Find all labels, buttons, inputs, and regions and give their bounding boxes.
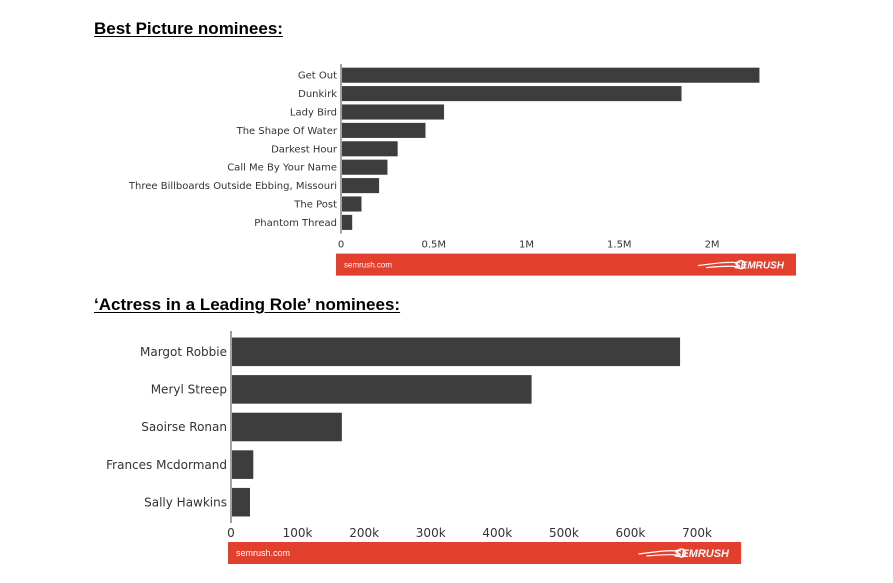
- x-tick-label-1m: 1M: [519, 240, 534, 251]
- footer-url: semrush.com: [236, 548, 290, 558]
- x-tick-label-400k: 400k: [482, 526, 512, 540]
- bar-lady-bird: [342, 104, 445, 120]
- x-tick-label-2m: 2M: [705, 240, 720, 251]
- x-tick-label-0-5m: 0.5M: [422, 240, 447, 251]
- x-tick-label-700k: 700k: [682, 526, 712, 540]
- bar-the-post: [342, 196, 362, 212]
- category-label-meryl-streep: Meryl Streep: [151, 383, 227, 397]
- category-label-saoirse-ronan: Saoirse Ronan: [141, 420, 227, 434]
- category-label-three-billboards-outside-ebbing-missouri: Three Billboards Outside Ebbing, Missour…: [128, 181, 337, 192]
- bar-darkest-hour: [342, 141, 398, 157]
- category-label-the-post: The Post: [293, 200, 337, 211]
- category-label-call-me-by-your-name: Call Me By Your Name: [227, 163, 337, 174]
- category-label-darkest-hour: Darkest Hour: [271, 144, 338, 155]
- x-tick-label-0: 0: [338, 240, 344, 251]
- semrush-flame-icon: [638, 548, 687, 558]
- bar-the-shape-of-water: [342, 122, 426, 138]
- semrush-brand: SEMRUSH: [674, 548, 730, 560]
- bar-three-billboards-outside-ebbing-missouri: [342, 178, 380, 194]
- bar-margot-robbie: [232, 337, 681, 367]
- bar-dunkirk: [342, 86, 682, 102]
- x-tick-label-500k: 500k: [549, 526, 579, 540]
- bar-meryl-streep: [232, 375, 532, 404]
- bar-sally-hawkins: [232, 487, 250, 517]
- category-label-margot-robbie: Margot Robbie: [140, 345, 227, 359]
- category-label-sally-hawkins: Sally Hawkins: [144, 495, 227, 509]
- category-label-the-shape-of-water: The Shape Of Water: [236, 126, 338, 137]
- category-label-frances-mcdormand: Frances Mcdormand: [106, 458, 227, 472]
- x-tick-label-100k: 100k: [283, 526, 313, 540]
- category-label-lady-bird: Lady Bird: [290, 108, 337, 119]
- category-label-phantom-thread: Phantom Thread: [254, 218, 337, 229]
- semrush-brand: SEMRUSH: [734, 261, 785, 272]
- semrush-flame-icon: [697, 259, 746, 270]
- x-tick-label-600k: 600k: [616, 526, 646, 540]
- semrush-footer: [228, 542, 741, 564]
- x-tick-label-300k: 300k: [416, 526, 446, 540]
- bar-call-me-by-your-name: [342, 159, 388, 175]
- category-label-dunkirk: Dunkirk: [298, 89, 337, 100]
- bar-get-out: [342, 67, 760, 83]
- actress-chart: Margot Robbie Meryl Streep Saoirse Ronan Fr…: [106, 331, 741, 564]
- x-tick-label-1-5m: 1.5M: [607, 240, 632, 251]
- bar-frances-mcdormand: [232, 450, 254, 479]
- best-picture-heading: Best Picture nominees:: [94, 19, 283, 38]
- footer-url: semrush.com: [344, 261, 392, 270]
- bar-phantom-thread: [342, 214, 353, 230]
- bar-saoirse-ronan: [232, 412, 342, 442]
- semrush-footer: [336, 253, 796, 276]
- actress-heading: ‘Actress in a Leading Role’ nominees:: [94, 295, 401, 314]
- best-picture-chart: Get Out Dunkirk Lady Bird The Shape Of Wate…: [128, 64, 796, 276]
- x-tick-label-0: 0: [227, 526, 235, 540]
- category-label-get-out: Get Out: [298, 71, 337, 82]
- x-tick-label-200k: 200k: [349, 526, 379, 540]
